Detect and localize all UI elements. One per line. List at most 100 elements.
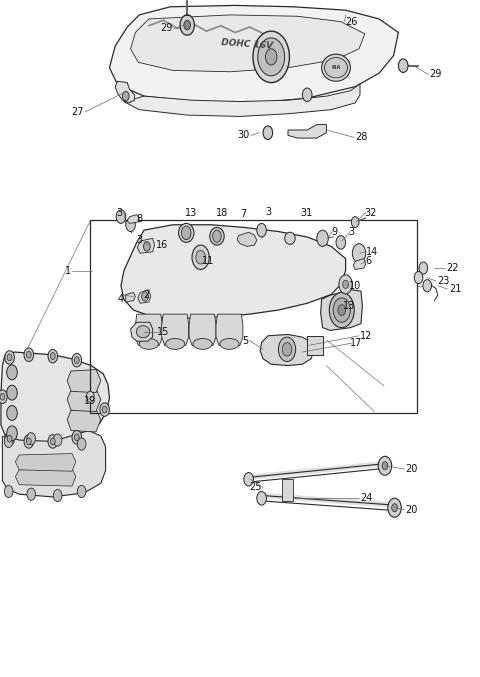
Circle shape — [27, 488, 36, 500]
Ellipse shape — [139, 338, 158, 349]
Circle shape — [0, 390, 7, 403]
Circle shape — [48, 435, 58, 448]
Circle shape — [244, 473, 253, 486]
Text: 19: 19 — [84, 397, 96, 406]
Text: 32: 32 — [365, 208, 377, 217]
Polygon shape — [138, 290, 151, 303]
Text: 3: 3 — [116, 208, 122, 217]
Polygon shape — [321, 290, 362, 330]
Bar — [282, 479, 293, 501]
Circle shape — [26, 438, 31, 445]
Polygon shape — [137, 238, 155, 253]
Polygon shape — [67, 389, 101, 412]
Polygon shape — [288, 125, 326, 138]
Circle shape — [48, 349, 58, 363]
Circle shape — [398, 59, 408, 72]
Text: 30: 30 — [237, 131, 250, 140]
Polygon shape — [131, 322, 153, 341]
Polygon shape — [67, 370, 101, 393]
Ellipse shape — [324, 58, 348, 78]
Circle shape — [213, 230, 221, 242]
Text: 8: 8 — [137, 215, 143, 224]
Polygon shape — [307, 336, 323, 355]
Text: 29: 29 — [160, 24, 173, 33]
Circle shape — [265, 49, 277, 65]
Circle shape — [257, 492, 266, 505]
Circle shape — [419, 262, 428, 274]
Circle shape — [50, 438, 55, 445]
Text: 14: 14 — [366, 247, 378, 257]
Circle shape — [282, 343, 292, 356]
Text: 20: 20 — [406, 464, 418, 474]
Circle shape — [116, 210, 126, 223]
Circle shape — [4, 435, 13, 447]
Polygon shape — [237, 232, 257, 246]
Circle shape — [343, 280, 348, 288]
Circle shape — [77, 485, 86, 498]
Text: 13: 13 — [185, 208, 197, 217]
Circle shape — [53, 434, 62, 446]
Bar — [90, 220, 417, 413]
Circle shape — [122, 91, 129, 101]
Circle shape — [86, 391, 94, 402]
Circle shape — [102, 406, 107, 413]
Circle shape — [317, 230, 328, 246]
Circle shape — [184, 20, 191, 30]
Circle shape — [4, 485, 13, 498]
Circle shape — [100, 403, 109, 416]
Circle shape — [263, 126, 273, 139]
Text: 28: 28 — [355, 133, 368, 142]
Text: DOHC 16V: DOHC 16V — [221, 38, 274, 50]
Polygon shape — [15, 454, 76, 471]
Polygon shape — [1, 352, 109, 444]
Circle shape — [50, 353, 55, 359]
Ellipse shape — [322, 54, 350, 81]
Circle shape — [77, 438, 86, 450]
Circle shape — [352, 244, 366, 263]
Circle shape — [258, 38, 285, 76]
Circle shape — [382, 462, 388, 470]
Circle shape — [336, 236, 346, 249]
Text: 25: 25 — [249, 483, 262, 492]
Circle shape — [5, 351, 14, 364]
Circle shape — [388, 498, 401, 517]
Text: 16: 16 — [156, 240, 168, 250]
Text: 18: 18 — [216, 208, 228, 217]
Circle shape — [24, 348, 34, 362]
Circle shape — [392, 504, 397, 512]
Text: 29: 29 — [430, 70, 442, 79]
Text: 3: 3 — [136, 236, 143, 245]
Text: 3: 3 — [265, 207, 272, 217]
Ellipse shape — [166, 338, 185, 349]
Polygon shape — [162, 314, 189, 345]
Ellipse shape — [193, 338, 212, 349]
Circle shape — [74, 357, 79, 364]
Circle shape — [302, 88, 312, 102]
Circle shape — [423, 280, 432, 292]
Text: 31: 31 — [300, 208, 313, 217]
Polygon shape — [126, 292, 135, 302]
Ellipse shape — [136, 326, 150, 338]
Text: 3: 3 — [348, 227, 355, 236]
Polygon shape — [2, 431, 106, 497]
Circle shape — [0, 393, 5, 400]
Text: KIA: KIA — [331, 65, 341, 70]
Polygon shape — [135, 314, 162, 345]
Circle shape — [24, 435, 34, 448]
Text: 1: 1 — [65, 266, 71, 276]
Polygon shape — [109, 5, 398, 103]
Text: 21: 21 — [449, 284, 461, 294]
Circle shape — [72, 353, 82, 367]
Text: 24: 24 — [360, 494, 372, 503]
Circle shape — [142, 292, 148, 301]
Circle shape — [253, 31, 289, 83]
Polygon shape — [189, 314, 216, 345]
Circle shape — [53, 489, 62, 502]
Circle shape — [257, 223, 266, 237]
Text: 26: 26 — [346, 17, 358, 26]
Circle shape — [7, 354, 12, 361]
Circle shape — [144, 242, 150, 251]
Circle shape — [7, 385, 17, 400]
Circle shape — [333, 298, 350, 322]
Circle shape — [192, 245, 209, 269]
